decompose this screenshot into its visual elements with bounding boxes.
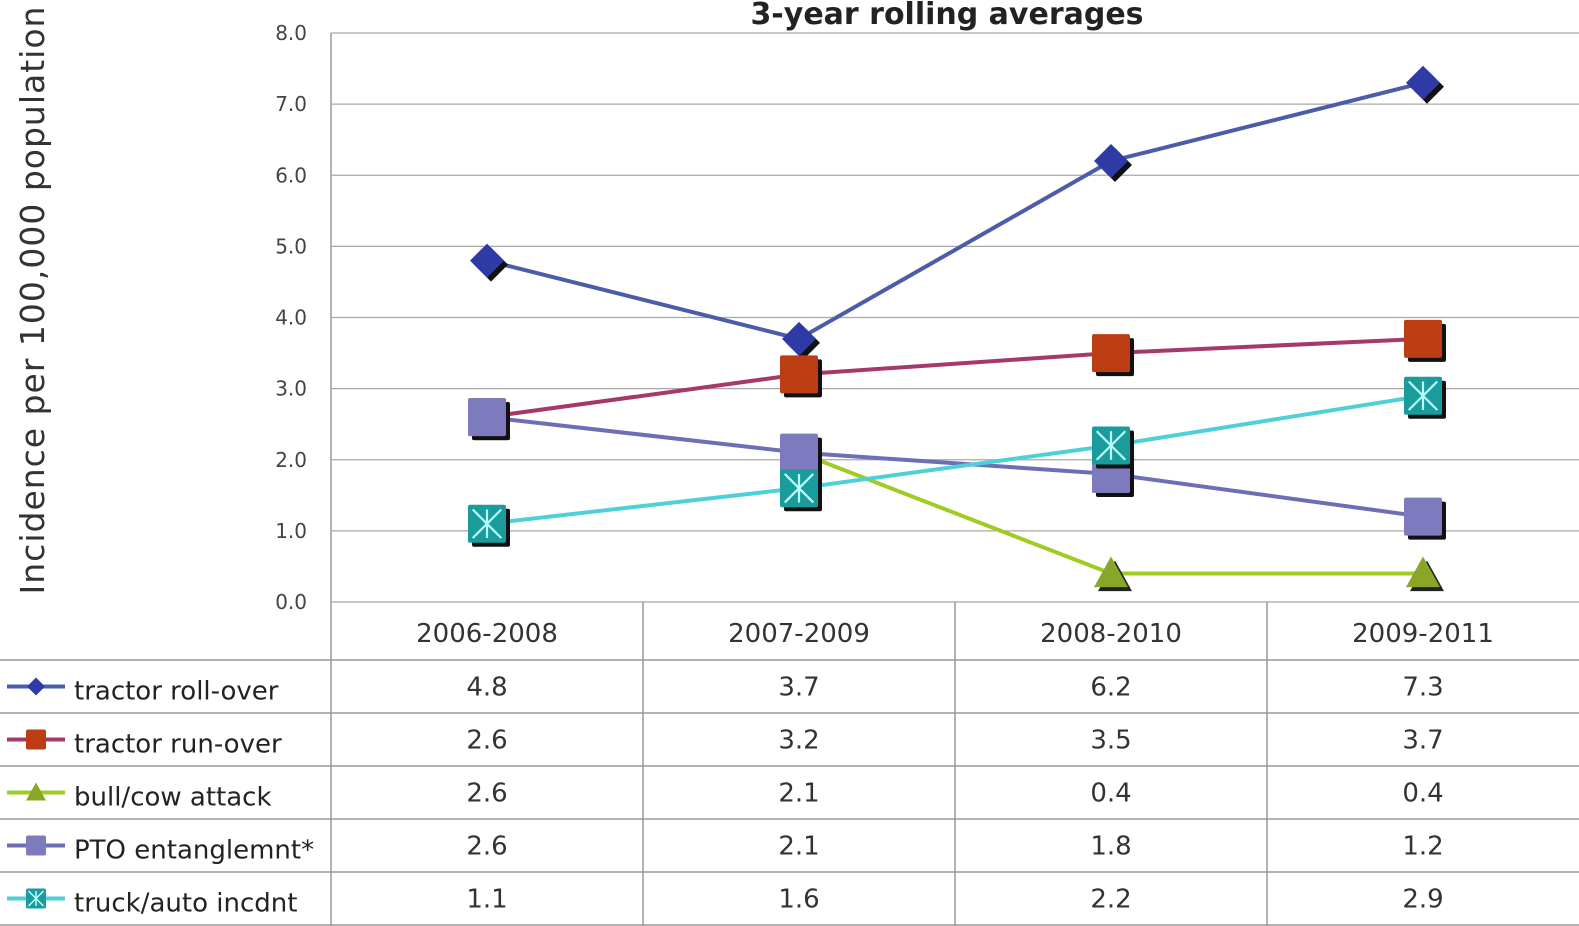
- data-point: [1094, 144, 1132, 183]
- square-marker: [1404, 319, 1442, 358]
- legend-label: PTO entanglemnt*: [74, 836, 314, 866]
- category-label: 2009-2011: [1352, 619, 1494, 649]
- table-cell: 2.6: [466, 779, 507, 809]
- series-line: [486, 393, 1424, 526]
- data-point: [468, 504, 510, 547]
- table-cell: 1.8: [1090, 832, 1131, 862]
- legend-marker: [26, 729, 46, 750]
- legend-marker: [27, 677, 45, 696]
- table-cell: 4.8: [466, 673, 507, 703]
- legend-marker: [26, 782, 46, 801]
- legend-label: tractor run-over: [74, 730, 282, 760]
- triangle-marker: [1094, 556, 1128, 588]
- table-cell: 2.9: [1402, 885, 1443, 915]
- diamond-marker: [1094, 144, 1128, 179]
- table-cell: 3.2: [778, 726, 819, 756]
- table-cell: 2.6: [466, 726, 507, 756]
- y-tick-label: 7.0: [275, 92, 307, 116]
- data-point: [1404, 319, 1446, 362]
- data-point: [782, 321, 820, 360]
- table-cell: 1.6: [778, 885, 819, 915]
- y-tick-label: 5.0: [275, 234, 307, 258]
- data-point: [1094, 556, 1132, 592]
- category-label: 2007-2009: [728, 619, 870, 649]
- series-line: [486, 336, 1424, 420]
- diamond-marker: [782, 321, 816, 356]
- y-tick-label: 8.0: [275, 21, 307, 45]
- data-point: [470, 243, 508, 282]
- table-cell: 3.7: [778, 673, 819, 703]
- y-tick-label: 0.0: [275, 590, 307, 614]
- diamond-marker: [470, 243, 504, 278]
- diamond-marker: [27, 677, 45, 696]
- data-point: [1406, 65, 1444, 104]
- table-cell: 2.1: [778, 832, 819, 862]
- square-marker: [26, 835, 46, 856]
- diamond-marker: [1406, 65, 1440, 100]
- table-cell: 3.7: [1402, 726, 1443, 756]
- data-point: [1404, 497, 1446, 540]
- y-axis-label: Incidence per 100,000 population: [13, 6, 52, 595]
- data-point: [780, 355, 822, 398]
- data-point: [1404, 376, 1446, 419]
- square-marker: [1404, 497, 1442, 536]
- series-line: [486, 80, 1424, 341]
- square-marker: [26, 729, 46, 750]
- data-point: [1092, 426, 1134, 469]
- table-cell: 2.1: [778, 779, 819, 809]
- y-tick-label: 3.0: [275, 377, 307, 401]
- data-point: [780, 433, 822, 476]
- data-point: [1092, 334, 1134, 377]
- table-cell: 1.2: [1402, 832, 1443, 862]
- y-tick-label: 6.0: [275, 163, 307, 187]
- data-point: [1406, 556, 1444, 592]
- table-cell: 6.2: [1090, 673, 1131, 703]
- legend-label: bull/cow attack: [74, 783, 272, 813]
- legend-marker: [26, 835, 46, 856]
- y-tick-label: 4.0: [275, 306, 307, 330]
- legend-label: truck/auto incdnt: [74, 889, 297, 919]
- square-marker: [468, 398, 506, 437]
- table-cell: 7.3: [1402, 673, 1443, 703]
- table-cell: 0.4: [1402, 779, 1443, 809]
- table-cell: 0.4: [1090, 779, 1131, 809]
- chart-title: 3-year rolling averages: [750, 0, 1143, 32]
- category-label: 2006-2008: [416, 619, 558, 649]
- triangle-marker: [1406, 556, 1440, 588]
- triangle-marker: [26, 782, 46, 801]
- series-line: [486, 415, 1424, 519]
- square-marker: [780, 433, 818, 472]
- table-cell: 2.6: [466, 832, 507, 862]
- y-tick-label: 2.0: [275, 448, 307, 472]
- legend-marker: [26, 888, 46, 909]
- table-cell: 2.2: [1090, 885, 1131, 915]
- y-tick-label: 1.0: [275, 519, 307, 543]
- data-point: [780, 469, 822, 512]
- table-cell: 3.5: [1090, 726, 1131, 756]
- table-cell: 1.1: [466, 885, 507, 915]
- data-point: [468, 398, 510, 441]
- square-marker: [1092, 334, 1130, 373]
- square-marker: [780, 355, 818, 394]
- legend-label: tractor roll-over: [74, 677, 279, 707]
- category-label: 2008-2010: [1040, 619, 1182, 649]
